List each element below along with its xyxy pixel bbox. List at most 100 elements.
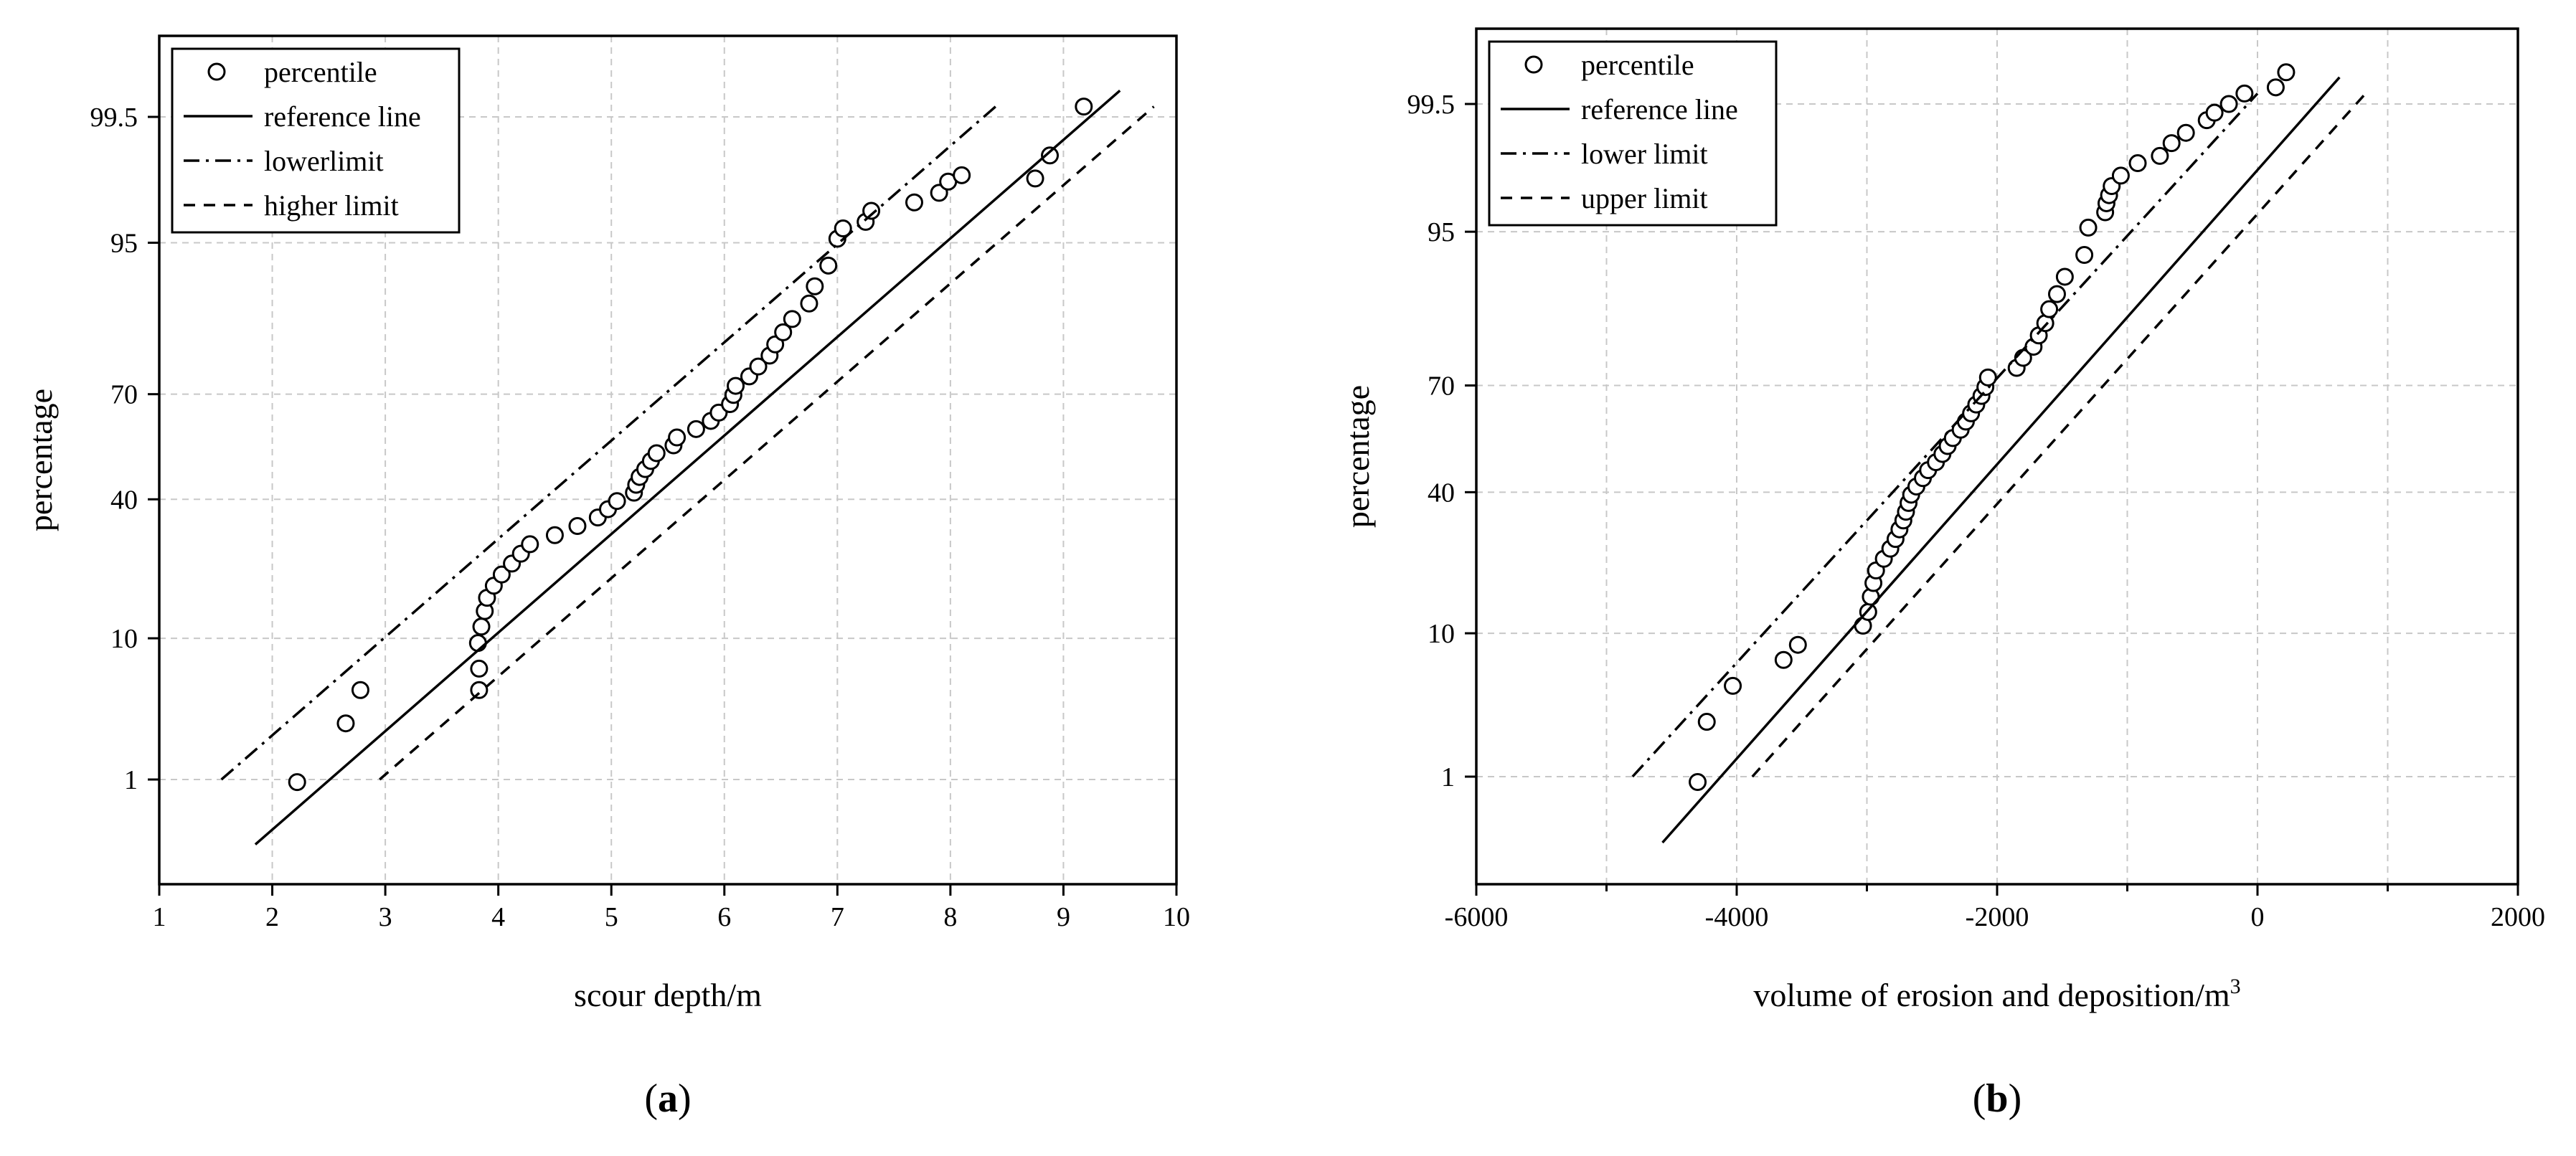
panel-label-open-paren: ( — [644, 1076, 658, 1121]
y-tick-label: 70 — [1428, 371, 1455, 402]
data-point — [351, 681, 369, 699]
data-point — [862, 202, 881, 220]
panel-label-close-paren: ) — [678, 1076, 692, 1121]
data-point — [468, 634, 487, 653]
data-point — [2111, 166, 2130, 185]
x-tick-label: 0 — [2251, 902, 2265, 932]
panel-a-chart: 1 2 3 4 5 6 7 8 9 10 1 10 40 70 95 99.5 scour depth/m per… — [22, 34, 1190, 1121]
x-tick-label: -4000 — [1705, 902, 1769, 932]
panel-label-letter: a — [658, 1076, 678, 1121]
x-tick-label: 5 — [605, 902, 618, 932]
data-point — [2162, 134, 2181, 153]
data-point — [336, 714, 355, 733]
y-tick-label: 40 — [110, 485, 138, 515]
y-tick-label: 1 — [124, 765, 138, 795]
data-point — [2075, 245, 2094, 264]
data-point — [2128, 154, 2147, 173]
data-point — [647, 444, 666, 463]
data-point — [1774, 650, 1793, 669]
data-point — [2205, 103, 2224, 122]
data-point — [545, 526, 564, 544]
data-point — [1788, 635, 1807, 654]
series-line-higher-limit — [379, 105, 1155, 781]
data-point — [2055, 267, 2074, 286]
legend-marker-circle — [1524, 55, 1543, 74]
data-point — [2219, 95, 2238, 113]
data-point — [2266, 78, 2285, 97]
data-point — [905, 193, 923, 212]
data-point — [288, 773, 306, 792]
series-line-lower-limit — [1631, 93, 2259, 778]
data-point — [492, 565, 511, 584]
y-tick-label: 99.5 — [90, 103, 138, 133]
legend-label: lowerlimit — [264, 145, 384, 177]
data-point — [668, 428, 687, 447]
y-tick-label: 99.5 — [1407, 90, 1456, 120]
legend-marker-circle — [207, 62, 226, 81]
data-point — [749, 357, 768, 376]
x-tick-label: 4 — [491, 902, 505, 932]
data-point — [774, 323, 793, 341]
x-axis-title: volume of erosion and deposition/m3 — [1753, 975, 2240, 1013]
data-point — [608, 492, 626, 511]
series-line-upper-limit — [1751, 93, 2367, 778]
x-axis-title-text: scour depth/m — [574, 977, 762, 1013]
series-line-reference-line — [254, 90, 1121, 845]
data-point — [1697, 713, 1716, 731]
data-point — [2235, 84, 2254, 103]
panel-label-open-paren: ( — [1973, 1076, 1986, 1121]
x-axis-title: scour depth/m — [574, 977, 762, 1013]
x-tick-label: 9 — [1057, 902, 1070, 932]
data-point — [521, 535, 539, 554]
data-point — [2151, 146, 2169, 165]
data-point — [1724, 676, 1742, 695]
x-axis-title-text: volume of erosion and deposition/m — [1753, 977, 2230, 1013]
data-point — [2040, 300, 2059, 318]
data-point — [727, 376, 745, 395]
legend-label: lower limit — [1581, 138, 1708, 170]
y-tick-label: 10 — [110, 624, 138, 654]
series-line-reference-line — [1661, 76, 2341, 844]
x-tick-label: 6 — [717, 902, 731, 932]
x-tick-label: 2 — [265, 902, 279, 932]
x-tick-label: 2000 — [2491, 902, 2545, 932]
x-tick-label: -2000 — [1966, 902, 2029, 932]
data-point — [1026, 169, 1044, 188]
y-tick-label: 10 — [1428, 619, 1455, 649]
legend-label: percentile — [1581, 49, 1694, 81]
data-point — [2047, 285, 2066, 303]
data-point — [568, 517, 587, 536]
data-point — [1075, 98, 1093, 116]
x-tick-label: 10 — [1163, 902, 1190, 932]
data-point — [834, 219, 852, 238]
y-tick-label: 95 — [1428, 217, 1455, 247]
legend-label: reference line — [1581, 93, 1738, 125]
y-tick-label: 70 — [110, 380, 138, 410]
data-point — [783, 310, 801, 328]
x-tick-label: 8 — [943, 902, 957, 932]
panel-label-close-paren: ) — [2009, 1076, 2022, 1121]
legend-label: higher limit — [264, 189, 399, 222]
data-point — [819, 256, 838, 275]
panel-label: (b) — [1973, 1076, 2021, 1121]
y-tick-label: 95 — [110, 228, 138, 258]
data-point — [1689, 773, 1707, 792]
data-point — [687, 420, 705, 438]
data-point — [1978, 368, 1997, 387]
plot-frame — [158, 34, 1178, 886]
data-point — [472, 617, 491, 636]
data-point — [953, 166, 971, 184]
y-axis-title: percentage — [1339, 385, 1376, 528]
legend-label: reference line — [264, 100, 421, 133]
data-point — [1041, 146, 1060, 165]
x-tick-label: 7 — [831, 902, 844, 932]
data-point — [2176, 123, 2195, 142]
legend-label: upper limit — [1581, 182, 1708, 214]
data-point — [806, 277, 824, 295]
series-line-lowerlimit — [220, 105, 997, 781]
data-point — [470, 681, 489, 699]
panel-b-chart: -6000 -4000 -2000 0 2000 1 10 40 70 95 99.5 volume … — [1339, 27, 2545, 1121]
x-tick-label: -6000 — [1445, 902, 1509, 932]
data-point — [470, 659, 489, 678]
